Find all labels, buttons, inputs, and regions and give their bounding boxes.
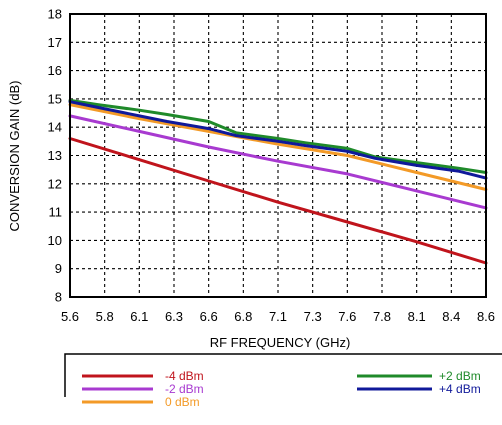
x-tick-label: 6.3: [165, 309, 183, 324]
y-tick-label: 8: [55, 290, 62, 305]
y-tick-label: 11: [49, 205, 63, 220]
y-tick-label: 15: [48, 91, 62, 106]
plot-frame: [69, 13, 487, 298]
x-tick-label: 6.1: [130, 309, 148, 324]
y-tick-label: 17: [48, 35, 62, 50]
x-tick-label: 7.6: [338, 309, 356, 324]
legend-label: +4 dBm: [439, 382, 481, 396]
x-tick-label: 7.3: [304, 309, 322, 324]
legend-box: [64, 353, 502, 397]
x-tick-label: 5.6: [61, 309, 79, 324]
x-tick-label: 7.1: [269, 309, 287, 324]
x-tick-label: 7.8: [373, 309, 391, 324]
x-axis-label: RF FREQUENCY (GHz): [210, 335, 351, 350]
y-tick-label: 9: [55, 261, 62, 276]
x-tick-label: 8.6: [477, 309, 495, 324]
y-tick-label: 16: [48, 63, 62, 78]
legend-label: -4 dBm: [165, 369, 204, 383]
x-tick-label: 5.8: [96, 309, 114, 324]
x-tick-label: 6.8: [234, 309, 252, 324]
axes: 8 9 10 11 12 13 14 15 16 17 18 5.6 5.8 6.1 6.3 6.6 6.8 7.…: [48, 7, 496, 325]
y-tick-label: 13: [48, 148, 62, 163]
x-tick-label: 8.4: [442, 309, 460, 324]
legend-label: 0 dBm: [165, 395, 200, 409]
x-tick-label: 8.1: [408, 309, 426, 324]
x-tick-label: 6.6: [200, 309, 218, 324]
plot-area: [68, 14, 488, 297]
y-tick-label: 12: [48, 176, 62, 191]
series-line-0dbm: [68, 103, 488, 191]
y-axis-label: CONVERSION GAIN (dB): [7, 81, 22, 232]
series-line-pos4dbm: [68, 100, 488, 180]
y-tick-label: 14: [48, 120, 62, 135]
y-tick-label: 10: [48, 233, 62, 248]
legend-label: -2 dBm: [165, 382, 204, 396]
y-tick-label: 18: [48, 7, 62, 22]
legend-label: +2 dBm: [439, 369, 481, 383]
series-line-neg2dbm: [68, 114, 488, 210]
series-line-neg4dbm: [68, 137, 488, 265]
series-line-pos2dbm: [68, 98, 488, 174]
